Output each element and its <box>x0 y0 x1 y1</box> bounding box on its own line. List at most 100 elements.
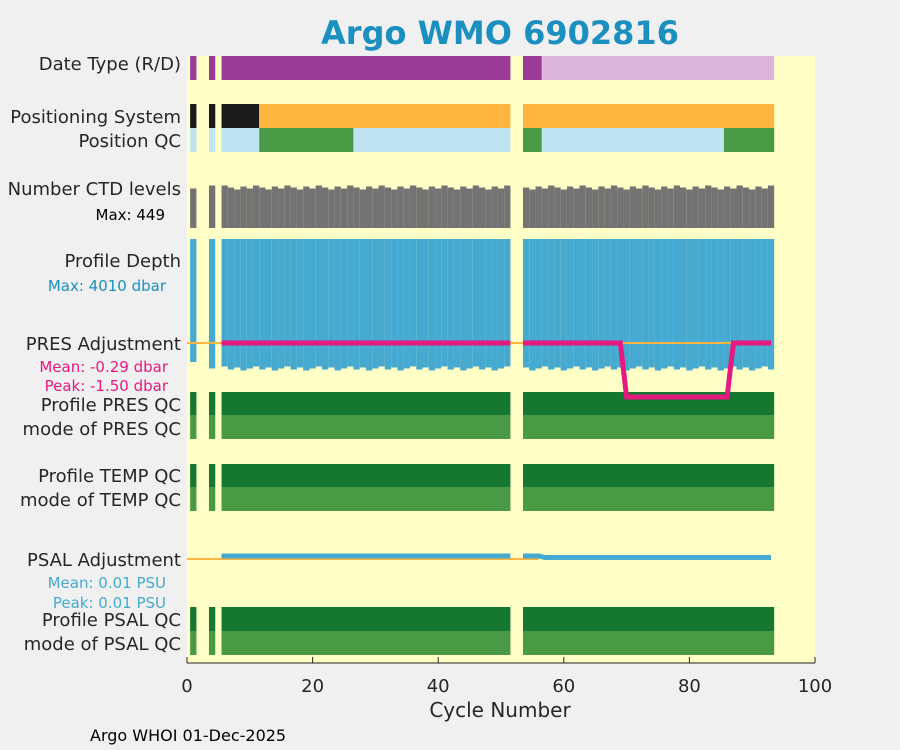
profile-depth-bar <box>497 239 505 369</box>
ctd-levels-bar <box>541 188 549 228</box>
profile-depth-bar <box>409 239 417 367</box>
profile-temp-qc-bar <box>208 464 216 487</box>
mode-temp-qc-bar <box>208 487 216 511</box>
row-label-mode-pres-qc: mode of PRES QC <box>23 419 181 440</box>
profile-depth-bar <box>642 239 649 370</box>
ctd-levels-bar <box>692 186 699 228</box>
ctd-levels-bar <box>460 186 467 228</box>
profile-pres-qc-bar <box>221 392 511 415</box>
profile-depth-bar <box>271 239 279 371</box>
position-qc-bar <box>522 128 542 152</box>
profile-depth-bar <box>315 239 323 367</box>
mode-temp-qc-bar <box>522 487 775 511</box>
profile-depth-bar <box>711 239 718 368</box>
ctd-levels-bar <box>629 186 637 228</box>
ctd-levels-bar <box>579 185 586 228</box>
ctd-levels-bar <box>378 185 385 228</box>
mode-psal-qc-bar <box>522 631 775 655</box>
profile-depth-bar <box>190 239 197 362</box>
ctd-levels-bar <box>190 188 197 228</box>
chart-title: Argo WMO 6902816 <box>321 14 679 52</box>
profile-temp-qc-bar <box>522 464 775 487</box>
profile-depth-bar <box>322 239 329 370</box>
ctd-levels-bar <box>573 188 580 228</box>
profile-depth-bar <box>340 239 348 369</box>
position-qc-bar <box>208 128 216 152</box>
profile-depth-bar <box>673 239 680 370</box>
ctd-max-text: Max: 449 <box>96 206 165 224</box>
profile-depth-bar <box>453 239 461 368</box>
mode-psal-qc-bar <box>221 631 511 655</box>
profile-depth-bar <box>560 239 567 371</box>
profile-depth-bar <box>705 239 712 370</box>
ctd-levels-bar <box>504 185 511 228</box>
row-label-profile-depth: Profile Depth <box>64 251 181 272</box>
mode-pres-qc-bar <box>208 415 216 439</box>
ctd-levels-bar <box>642 185 649 228</box>
profile-temp-qc-bar <box>190 464 197 487</box>
mode-temp-qc-bar <box>190 487 197 511</box>
profile-depth-bar <box>623 239 630 371</box>
ctd-levels-bar <box>535 186 542 228</box>
position-qc-bar <box>541 128 724 152</box>
row-label-positioning-system: Positioning System <box>10 107 181 128</box>
ctd-levels-bar <box>610 185 618 228</box>
profile-depth-bar <box>397 239 404 371</box>
profile-depth-bar <box>749 239 756 371</box>
profile-depth-bar <box>604 239 611 367</box>
ctd-levels-bar <box>522 187 530 228</box>
pres-adj-mean-text: Mean: -0.29 dbar <box>39 358 169 376</box>
profile-depth-bar <box>359 239 366 368</box>
ctd-levels-bar <box>271 186 279 228</box>
ctd-levels-bar <box>673 185 680 228</box>
ctd-levels-bar <box>636 188 643 228</box>
date-type-bar <box>522 56 542 80</box>
footer-text: Argo WHOI 01-Dec-2025 <box>90 726 286 745</box>
profile-depth-bar <box>296 239 304 368</box>
profile-depth-bar <box>435 239 442 369</box>
ctd-levels-bar <box>353 187 360 228</box>
profile-depth-bar <box>579 239 586 370</box>
psal-adj-mean-text: Mean: 0.01 PSU <box>48 574 166 592</box>
x-tick-label: 0 <box>181 676 192 697</box>
x-tick-label: 20 <box>301 676 324 697</box>
ctd-levels-bar <box>485 189 492 228</box>
psal-adj-line <box>523 553 771 560</box>
lines-layer <box>187 340 772 560</box>
profile-depth-bar <box>730 239 737 367</box>
profile-depth-bar <box>636 239 643 367</box>
row-label-profile-psal-qc: Profile PSAL QC <box>42 610 181 631</box>
ctd-levels-bar <box>598 186 605 228</box>
row-label-profile-pres-qc: Profile PRES QC <box>41 395 181 416</box>
ctd-levels-bar <box>315 185 323 228</box>
ctd-levels-bar <box>667 188 674 228</box>
row-label-mode-psal-qc: mode of PSAL QC <box>24 634 181 655</box>
profile-depth-bar <box>667 239 674 367</box>
ctd-levels-bar <box>435 188 442 228</box>
ctd-levels-bar <box>466 188 473 228</box>
profile-depth-bar <box>742 239 750 368</box>
profile-depth-bar <box>384 239 392 370</box>
profile-depth-bar <box>529 239 536 371</box>
profile-depth-bar <box>617 239 624 368</box>
ctd-levels-bar <box>234 189 241 228</box>
positioning-bar <box>208 104 216 128</box>
x-axis-label: Cycle Number <box>429 698 571 722</box>
profile-psal-qc-bar <box>522 607 775 631</box>
ctd-levels-bar <box>604 188 611 228</box>
profile-depth-bar <box>686 239 693 371</box>
profile-depth-bar <box>755 239 762 369</box>
ctd-levels-bar <box>372 188 379 228</box>
date-type-bar <box>208 56 216 80</box>
profile-psal-qc-bar <box>208 607 216 631</box>
ctd-levels-bar <box>654 189 662 228</box>
profile-depth-bar <box>598 239 605 369</box>
profile-depth-bar <box>698 239 706 367</box>
ctd-levels-bar <box>698 188 706 228</box>
profile-depth-bar <box>610 239 618 370</box>
ctd-levels-bar <box>428 186 436 228</box>
row-label-profile-temp-qc: Profile TEMP QC <box>38 466 181 487</box>
profile-depth-bar <box>485 239 492 368</box>
ctd-levels-bar <box>566 186 574 228</box>
profile-depth-bar <box>479 239 486 370</box>
